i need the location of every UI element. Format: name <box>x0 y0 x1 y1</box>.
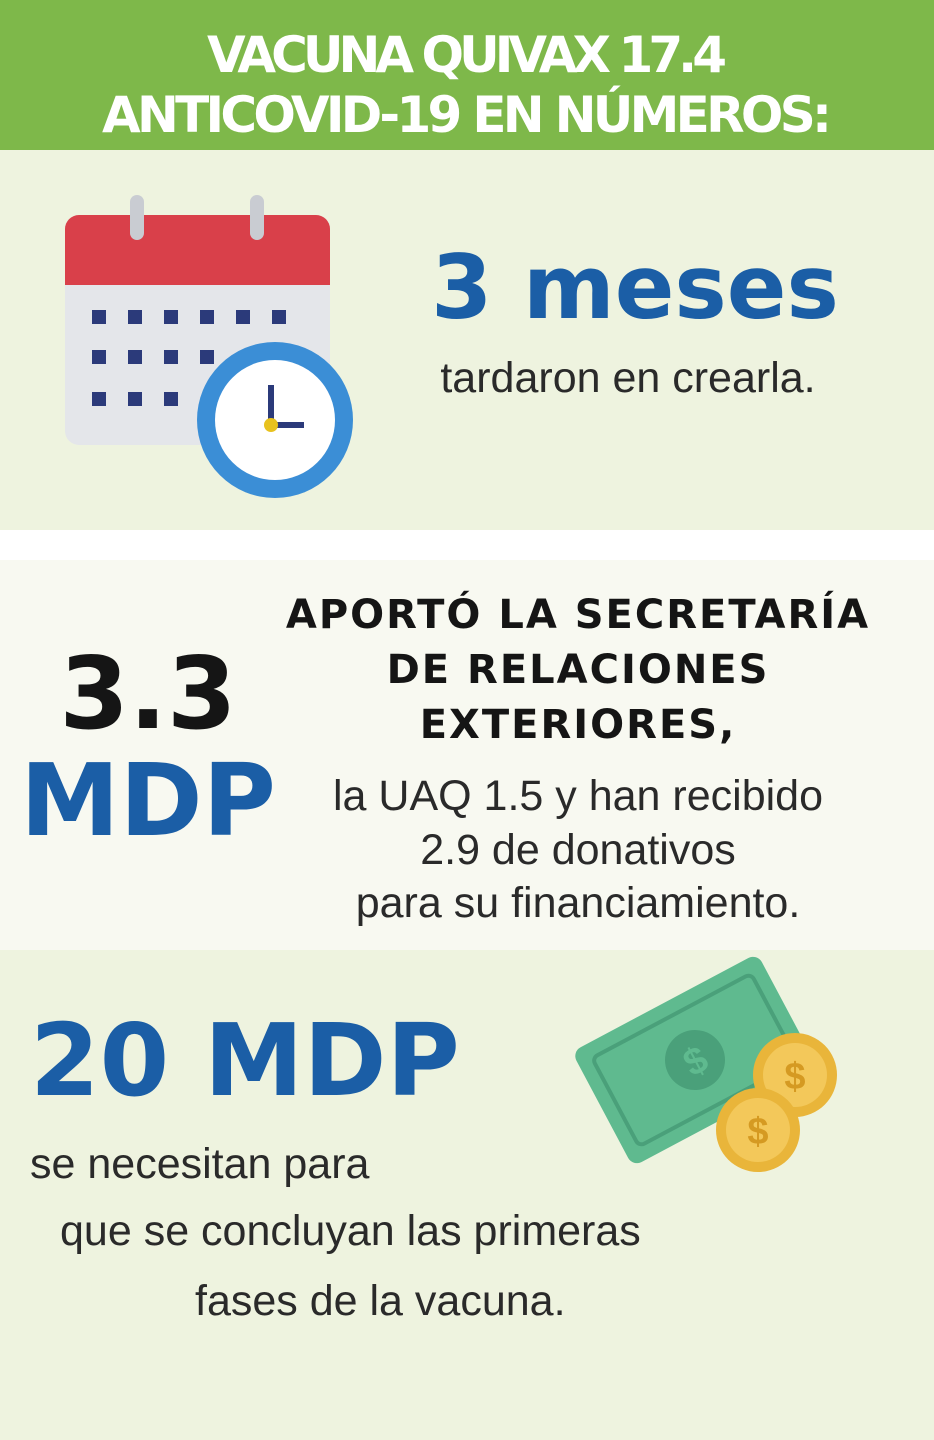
header-title: ANTICOVID-19 EN NÚMEROS: <box>102 85 832 144</box>
section-bg <box>0 560 934 950</box>
figure: 3.3 <box>59 635 236 752</box>
text: fases de la vacuna. <box>195 1277 566 1325</box>
figure: 20 MDP <box>30 1002 460 1119</box>
svg-text:$: $ <box>784 1056 805 1098</box>
header-band <box>0 0 934 150</box>
heading: DE RELACIONES <box>387 647 770 693</box>
heading: APORTÓ LA SECRETARÍA <box>286 590 870 638</box>
text: tardaron en crearla. <box>440 354 815 402</box>
figure: 3 meses <box>431 236 839 339</box>
header-title: VACUNA QUIVAX 17.4 <box>207 26 727 84</box>
text: 2.9 de donativos <box>420 826 736 874</box>
svg-text:$: $ <box>747 1111 768 1153</box>
text: para su financiamiento. <box>356 879 801 927</box>
figure: MDP <box>20 742 276 859</box>
text: la UAQ 1.5 y han recibido <box>333 772 823 820</box>
text: se necesitan para <box>30 1140 370 1188</box>
calendar-icon <box>65 195 353 498</box>
heading: EXTERIORES, <box>420 702 737 748</box>
text: que se concluyan las primeras <box>60 1207 641 1255</box>
money-icon: $ $ $ <box>575 956 837 1172</box>
